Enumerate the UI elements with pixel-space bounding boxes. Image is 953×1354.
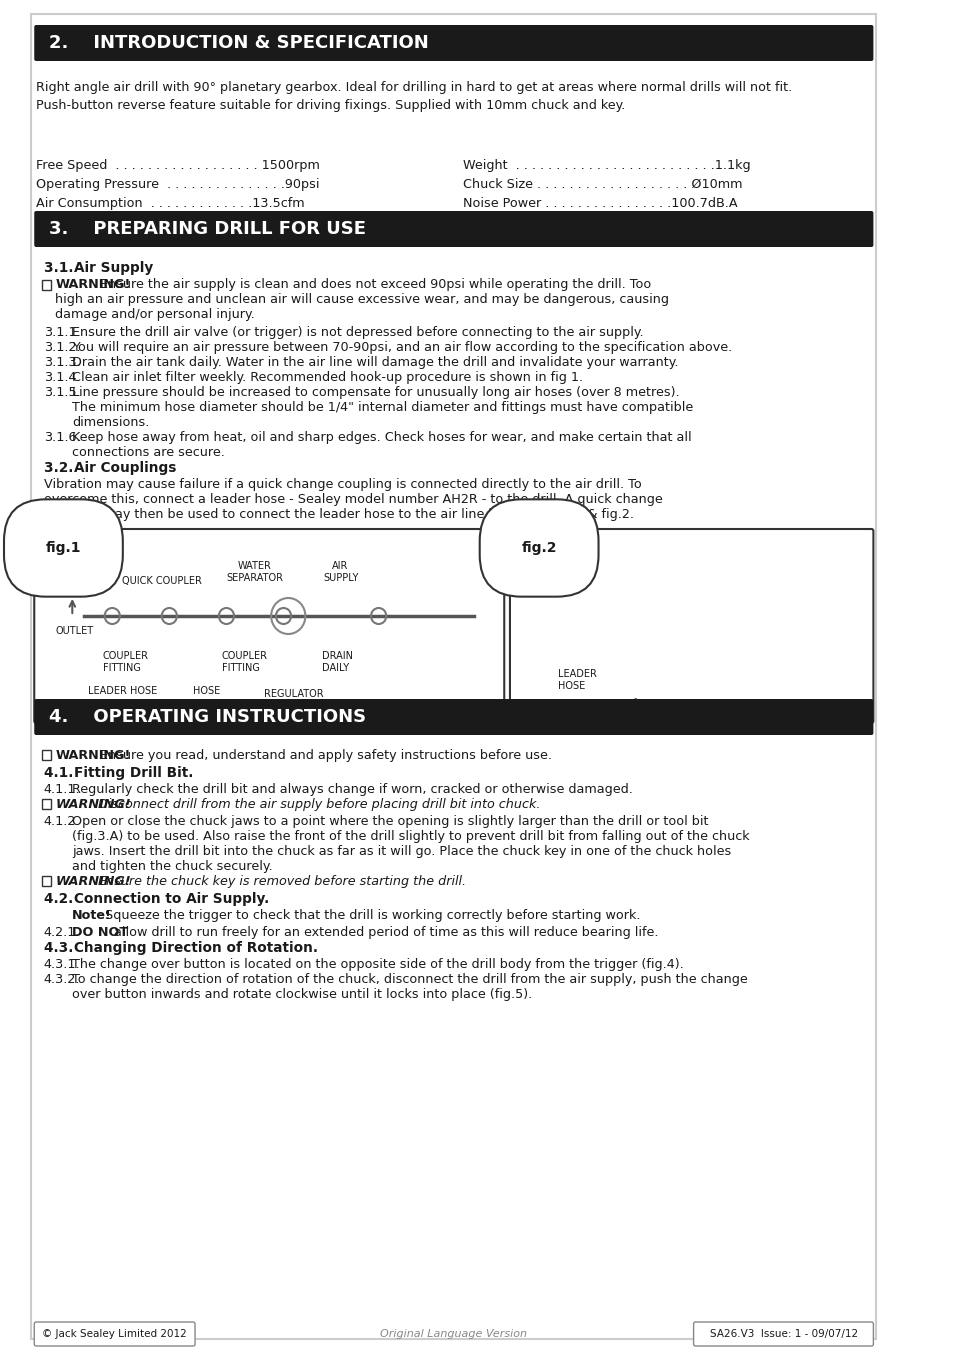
- Text: COUPLER
FITTING: COUPLER FITTING: [221, 651, 268, 673]
- Bar: [42, 750, 51, 760]
- Text: LEADER HOSE: LEADER HOSE: [89, 686, 157, 696]
- Text: 4.2.1.: 4.2.1.: [44, 926, 80, 940]
- Text: 3.1.6.: 3.1.6.: [44, 431, 80, 444]
- Text: Weight  . . . . . . . . . . . . . . . . . . . . . . . . .1.1kg: Weight . . . . . . . . . . . . . . . . .…: [463, 158, 750, 172]
- FancyBboxPatch shape: [34, 699, 873, 735]
- Text: Line pressure should be increased to compensate for unusually long air hoses (ov: Line pressure should be increased to com…: [72, 386, 679, 399]
- Text: fig.1: fig.1: [46, 542, 81, 555]
- Text: connections are secure.: connections are secure.: [72, 445, 225, 459]
- Text: WATER
SEPARATOR: WATER SEPARATOR: [226, 561, 283, 584]
- Text: WARNING!: WARNING!: [55, 798, 131, 811]
- Text: Regularly check the drill bit and always change if worn, cracked or otherwise da: Regularly check the drill bit and always…: [72, 783, 633, 796]
- Text: Changing Direction of Rotation.: Changing Direction of Rotation.: [74, 941, 318, 955]
- Text: Connection to Air Supply.: Connection to Air Supply.: [74, 892, 269, 906]
- FancyBboxPatch shape: [34, 529, 504, 723]
- FancyBboxPatch shape: [510, 529, 873, 723]
- Text: damage and/or personal injury.: damage and/or personal injury.: [55, 307, 254, 321]
- Text: 3.1.1.: 3.1.1.: [44, 326, 80, 338]
- Text: Free Speed  . . . . . . . . . . . . . . . . . . 1500rpm: Free Speed . . . . . . . . . . . . . . .…: [36, 158, 319, 172]
- Text: and tighten the chuck securely.: and tighten the chuck securely.: [72, 860, 273, 873]
- Text: WARNING!: WARNING!: [55, 749, 131, 762]
- Text: AIR
SUPPLY: AIR SUPPLY: [322, 561, 358, 584]
- Text: SA26.V3  Issue: 1 - 09/07/12: SA26.V3 Issue: 1 - 09/07/12: [709, 1330, 857, 1339]
- Text: Ensure the air supply is clean and does not exceed 90psi while operating the dri: Ensure the air supply is clean and does …: [96, 278, 651, 291]
- Text: Air Inlet  . . . . . . . . . . . . . . . . . . . . . 1/4"BSP: Air Inlet . . . . . . . . . . . . . . . …: [36, 217, 315, 229]
- Text: COUPLER
FITTING: COUPLER FITTING: [103, 651, 149, 673]
- Text: 4.3.: 4.3.: [44, 941, 88, 955]
- FancyBboxPatch shape: [693, 1322, 873, 1346]
- Text: 4.2.: 4.2.: [44, 892, 87, 906]
- Text: Ensure the drill air valve (or trigger) is not depressed before connecting to th: Ensure the drill air valve (or trigger) …: [72, 326, 643, 338]
- Text: 4.3.2.: 4.3.2.: [44, 974, 80, 986]
- Text: Air Couplings: Air Couplings: [74, 460, 176, 475]
- FancyBboxPatch shape: [34, 1322, 194, 1346]
- Text: Drain the air tank daily. Water in the air line will damage the drill and invali: Drain the air tank daily. Water in the a…: [72, 356, 679, 370]
- Text: Open or close the chuck jaws to a point where the opening is slightly larger tha: Open or close the chuck jaws to a point …: [72, 815, 708, 829]
- Text: 3.1.2.: 3.1.2.: [44, 341, 80, 353]
- Text: Vibration may cause failure if a quick change coupling is connected directly to : Vibration may cause failure if a quick c…: [44, 478, 640, 492]
- Text: (fig.3.A) to be used. Also raise the front of the drill slightly to prevent dril: (fig.3.A) to be used. Also raise the fro…: [72, 830, 749, 844]
- Text: jaws. Insert the drill bit into the chuck as far as it will go. Place the chuck : jaws. Insert the drill bit into the chuc…: [72, 845, 731, 858]
- Text: Original Language Version: Original Language Version: [380, 1330, 527, 1339]
- Text: coupling may then be used to connect the leader hose to the air line hose. See f: coupling may then be used to connect the…: [44, 508, 633, 521]
- Text: 4.    OPERATING INSTRUCTIONS: 4. OPERATING INSTRUCTIONS: [50, 708, 366, 726]
- Text: 2.    INTRODUCTION & SPECIFICATION: 2. INTRODUCTION & SPECIFICATION: [50, 34, 429, 51]
- Text: Air Consumption  . . . . . . . . . . . . .13.5cfm: Air Consumption . . . . . . . . . . . . …: [36, 196, 304, 210]
- Text: QUICK
CHANGE
COUPLING: QUICK CHANGE COUPLING: [547, 699, 598, 734]
- Bar: [42, 280, 51, 290]
- Text: REGULATOR: REGULATOR: [264, 689, 324, 699]
- Text: LEADER
HOSE: LEADER HOSE: [557, 669, 596, 692]
- Text: Operating Pressure  . . . . . . . . . . . . . . .90psi: Operating Pressure . . . . . . . . . . .…: [36, 177, 319, 191]
- Text: Fitting Drill Bit.: Fitting Drill Bit.: [74, 766, 193, 780]
- Text: 3.    PREPARING DRILL FOR USE: 3. PREPARING DRILL FOR USE: [50, 219, 366, 238]
- Text: 3.1.: 3.1.: [44, 261, 88, 275]
- Text: Clean air inlet filter weekly. Recommended hook-up procedure is shown in fig 1.: Clean air inlet filter weekly. Recommend…: [72, 371, 583, 385]
- Text: The change over button is located on the opposite side of the drill body from th: The change over button is located on the…: [72, 959, 683, 971]
- Text: Disconnect drill from the air supply before placing drill bit into chuck.: Disconnect drill from the air supply bef…: [94, 798, 539, 811]
- Text: dimensions.: dimensions.: [72, 416, 150, 429]
- Text: HOSE: HOSE: [193, 686, 220, 696]
- Text: Noise Pressure . . . . . . . . . . . . . . . .89.7dB.A: Noise Pressure . . . . . . . . . . . . .…: [463, 217, 745, 229]
- Text: OUTLET: OUTLET: [55, 626, 93, 636]
- Text: 4.1.: 4.1.: [44, 766, 88, 780]
- Text: DRAIN
DAILY: DRAIN DAILY: [321, 651, 353, 673]
- Text: You will require an air pressure between 70-90psi, and an air flow according to : You will require an air pressure between…: [72, 341, 732, 353]
- Text: allow drill to run freely for an extended period of time as this will reduce bea: allow drill to run freely for an extende…: [111, 926, 659, 940]
- Text: 3.1.4.: 3.1.4.: [44, 371, 80, 385]
- Text: ✓: ✓: [620, 696, 639, 716]
- Text: The minimum hose diameter should be 1/4" internal diameter and fittings must hav: The minimum hose diameter should be 1/4"…: [72, 401, 693, 414]
- Text: Air Supply: Air Supply: [74, 261, 153, 275]
- Text: QUICK COUPLER: QUICK COUPLER: [122, 575, 201, 586]
- Text: DO NOT: DO NOT: [72, 926, 129, 940]
- Text: To change the direction of rotation of the chuck, disconnect the drill from the : To change the direction of rotation of t…: [72, 974, 747, 986]
- Text: overcome this, connect a leader hose - Sealey model number AH2R - to the drill. : overcome this, connect a leader hose - S…: [44, 493, 661, 506]
- Text: 4.1.2.: 4.1.2.: [44, 815, 80, 829]
- Text: Ensure you read, understand and apply safety instructions before use.: Ensure you read, understand and apply sa…: [96, 749, 552, 762]
- Text: Note!: Note!: [72, 909, 112, 922]
- Bar: [42, 799, 51, 808]
- Text: Squeeze the trigger to check that the drill is working correctly before starting: Squeeze the trigger to check that the dr…: [101, 909, 639, 922]
- Text: WARNING!: WARNING!: [55, 875, 131, 888]
- Text: WARNING!: WARNING!: [55, 278, 131, 291]
- FancyBboxPatch shape: [34, 211, 873, 246]
- Text: fig.2: fig.2: [521, 542, 557, 555]
- Text: Keep hose away from heat, oil and sharp edges. Check hoses for wear, and make ce: Keep hose away from heat, oil and sharp …: [72, 431, 691, 444]
- Text: Right angle air drill with 90° planetary gearbox. Ideal for drilling in hard to : Right angle air drill with 90° planetary…: [36, 81, 792, 112]
- Text: © Jack Sealey Limited 2012: © Jack Sealey Limited 2012: [42, 1330, 187, 1339]
- Text: Noise Power . . . . . . . . . . . . . . . .100.7dB.A: Noise Power . . . . . . . . . . . . . . …: [463, 196, 738, 210]
- Text: 3.1.3.: 3.1.3.: [44, 356, 80, 370]
- Bar: [42, 876, 51, 886]
- FancyBboxPatch shape: [34, 24, 873, 61]
- Text: 3.1.5.: 3.1.5.: [44, 386, 80, 399]
- Text: Ensure the chuck key is removed before starting the drill.: Ensure the chuck key is removed before s…: [94, 875, 465, 888]
- Text: 4.1.1.: 4.1.1.: [44, 783, 80, 796]
- Text: high an air pressure and unclean air will cause excessive wear, and may be dange: high an air pressure and unclean air wil…: [55, 292, 668, 306]
- Text: 3.2.: 3.2.: [44, 460, 88, 475]
- Text: Chuck Size . . . . . . . . . . . . . . . . . . . Ø10mm: Chuck Size . . . . . . . . . . . . . . .…: [463, 177, 742, 191]
- Text: 4.3.1.: 4.3.1.: [44, 959, 80, 971]
- Text: over button inwards and rotate clockwise until it locks into place (fig.5).: over button inwards and rotate clockwise…: [72, 988, 532, 1001]
